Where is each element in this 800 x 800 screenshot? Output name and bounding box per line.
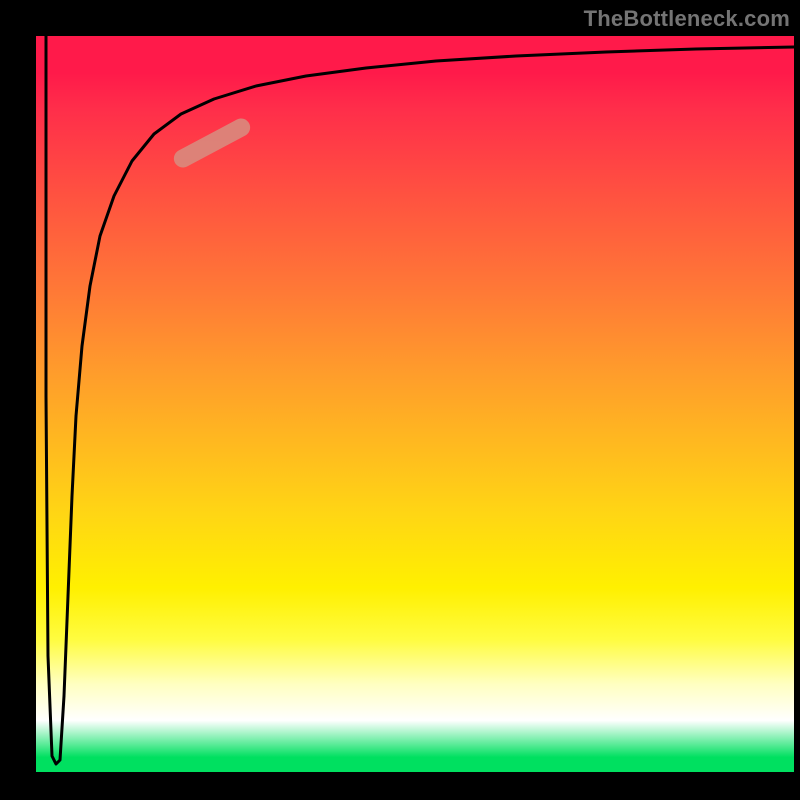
chart-root: TheBottleneck.com bbox=[0, 0, 800, 800]
attribution-text: TheBottleneck.com bbox=[584, 6, 790, 32]
plot-area bbox=[36, 36, 794, 772]
bottleneck-curve bbox=[46, 36, 794, 764]
curve-layer bbox=[36, 36, 794, 772]
highlight-capsule bbox=[171, 115, 254, 170]
